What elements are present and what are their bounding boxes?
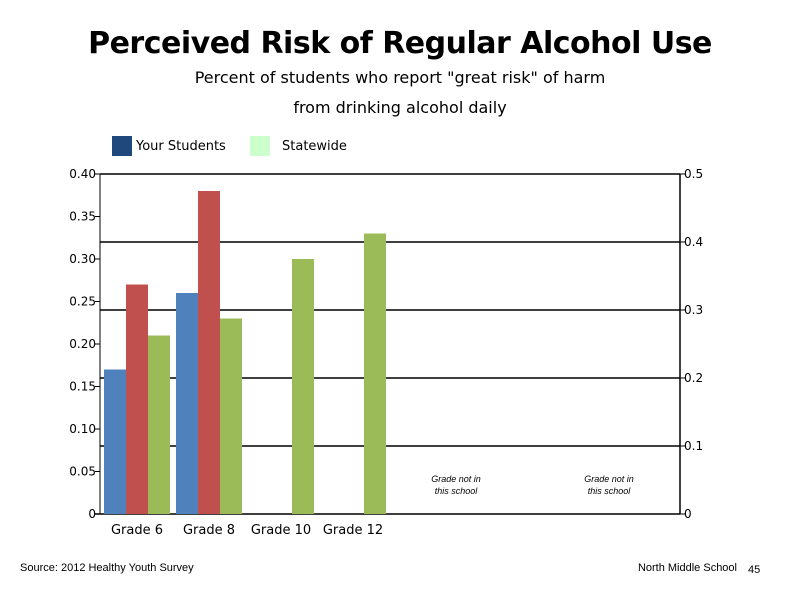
left-axis-tick-label: 0.35 — [69, 210, 96, 224]
legend-item-your-students: Your Students — [112, 136, 226, 156]
left-axis-tick-label: 0.15 — [69, 380, 96, 394]
left-axis-tick-label: 0.40 — [69, 167, 96, 181]
x-axis-category-label: Grade 8 — [183, 523, 235, 538]
legend-label-statewide: Statewide — [282, 138, 347, 154]
right-axis-tick-label: 0.2 — [684, 371, 703, 385]
left-axis-tick-label: 0.05 — [69, 465, 96, 479]
right-axis-tick-label: 0.5 — [684, 167, 703, 181]
grade-not-in-school-note: Grade not in — [431, 474, 481, 484]
school-name: North Middle School — [637, 562, 737, 574]
bar-your-students — [104, 369, 126, 514]
bar-your-students — [176, 293, 198, 514]
legend-swatch-your-students — [112, 136, 132, 156]
bar-red-series — [126, 284, 148, 514]
bar-statewide — [220, 318, 242, 514]
legend-swatch-statewide — [250, 136, 270, 156]
right-axis-tick-label: 0.4 — [684, 235, 703, 249]
right-axis-tick-label: 0 — [684, 507, 692, 521]
left-axis-tick-label: 0.10 — [69, 422, 96, 436]
grade-not-in-school-note: Grade not in — [584, 474, 634, 484]
x-axis-category-label: Grade 12 — [323, 523, 383, 538]
bar-statewide — [148, 335, 170, 514]
legend-label-your-students: Your Students — [136, 138, 226, 154]
page-number: 45 — [748, 564, 761, 576]
left-axis-tick-label: 0 — [88, 507, 96, 521]
bar-statewide — [364, 233, 386, 514]
left-axis-tick-label: 0.20 — [69, 337, 96, 351]
grade-not-in-school-note: this school — [588, 486, 632, 496]
chart-subtitle-line2: from drinking alcohol daily — [293, 98, 507, 117]
chart-title: Perceived Risk of Regular Alcohol Use — [88, 26, 712, 61]
left-axis-tick-label: 0.30 — [69, 252, 96, 266]
source-note: Source: 2012 Healthy Youth Survey — [20, 562, 194, 574]
bar-statewide — [292, 259, 314, 514]
left-axis-tick-label: 0.25 — [69, 295, 96, 309]
bar-red-series — [198, 191, 220, 514]
x-axis-category-label: Grade 6 — [111, 523, 163, 538]
grade-not-in-school-note: this school — [435, 486, 479, 496]
chart-subtitle-line1: Percent of students who report "great ri… — [194, 68, 606, 87]
legend-item-statewide: Statewide — [250, 136, 347, 156]
right-axis-tick-label: 0.3 — [684, 303, 703, 317]
x-axis-category-label: Grade 10 — [251, 523, 311, 538]
right-axis-tick-label: 0.1 — [684, 439, 703, 453]
